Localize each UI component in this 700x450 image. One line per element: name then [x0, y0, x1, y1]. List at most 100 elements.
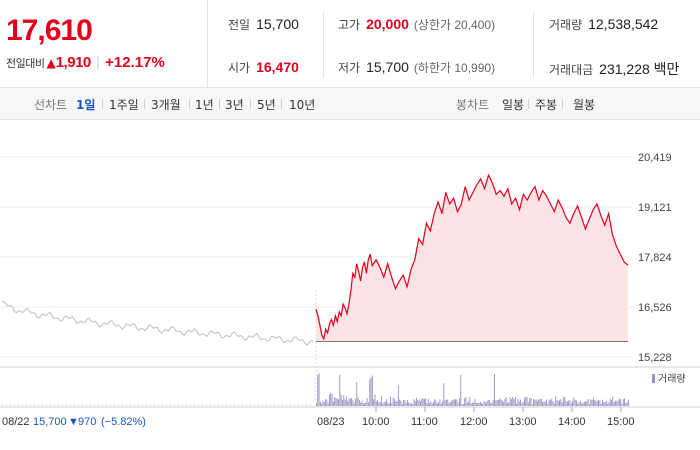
volume-bar	[439, 399, 441, 406]
volume-bar	[569, 400, 571, 406]
volume-bar	[26, 404, 27, 406]
lower-limit: (하한가 10,990)	[413, 61, 496, 75]
volume-bar	[500, 399, 502, 406]
volume-bar	[358, 400, 360, 406]
volume-bar	[318, 373, 320, 406]
volume-bar	[482, 403, 484, 406]
volume-bar	[475, 403, 477, 406]
period-10y[interactable]: 10년	[289, 98, 316, 112]
intraday-price-chart[interactable]: 20,419 19,121 17,824 16,526 15,228 10:00 11:0…	[0, 120, 700, 450]
volume-bar	[338, 399, 339, 406]
period-1w[interactable]: 1주일	[109, 98, 139, 112]
volume-bar	[557, 400, 559, 406]
volume-bar	[361, 400, 363, 406]
change-divider: |	[95, 55, 101, 70]
volume-bar	[246, 404, 247, 406]
volume-bar	[498, 400, 499, 406]
today-series	[315, 173, 629, 343]
volume-bar	[322, 401, 324, 406]
volume-bar	[507, 402, 508, 406]
volume-bar	[379, 401, 381, 406]
volume-bar	[399, 399, 401, 406]
volume-bar	[340, 394, 342, 406]
volume-bar	[396, 401, 398, 406]
volume-bar	[514, 397, 516, 406]
volume-bar	[577, 403, 579, 406]
period-1d[interactable]: 1일	[76, 98, 96, 112]
volume-bar	[400, 400, 402, 406]
stat-value: 20,000	[366, 16, 409, 32]
price-tick-label: 16,526	[638, 302, 672, 314]
divider	[219, 99, 220, 109]
volume-bar	[436, 403, 438, 406]
stat-value: 16,470	[256, 59, 299, 75]
volume-legend: 거래량	[658, 373, 686, 385]
up-arrow-icon: ▲	[46, 55, 56, 70]
volume-bar	[392, 397, 394, 406]
volume-bar	[429, 403, 430, 406]
volume-bar	[513, 398, 515, 406]
period-3y[interactable]: 3년	[225, 98, 244, 112]
volume-bar	[548, 399, 550, 406]
volume-bar	[401, 403, 403, 406]
time-tick-label: 15:00	[607, 416, 635, 428]
volume-bar	[453, 399, 455, 406]
volume-bar	[343, 395, 345, 406]
volume-bar	[533, 399, 534, 406]
volume-bar	[452, 399, 454, 406]
time-tick-label: 14:00	[558, 416, 586, 428]
volume-bar	[563, 396, 564, 406]
volume-bar	[86, 404, 87, 406]
candle-daily[interactable]: 일봉	[502, 98, 525, 112]
volume-bar	[491, 402, 493, 406]
volume-bar	[362, 403, 364, 406]
today-price-line	[315, 173, 629, 341]
candle-weekly[interactable]: 주봉	[535, 98, 558, 112]
volume-bar	[461, 404, 463, 406]
down-arrow-icon: ▼	[68, 416, 79, 428]
volume-bar	[628, 399, 629, 406]
volume-bar	[591, 400, 593, 406]
volume-bar	[568, 400, 570, 406]
volume-bar	[466, 402, 468, 406]
volume-bar	[585, 401, 586, 406]
volume-bar	[535, 399, 537, 406]
volume-bar	[218, 404, 219, 406]
volume-bar	[404, 399, 406, 406]
volume-bar	[351, 398, 352, 406]
volume-bar	[494, 373, 495, 406]
volume-bar	[14, 404, 15, 406]
volume-bar	[286, 404, 287, 406]
volume-bar	[413, 399, 415, 406]
volume-bar	[306, 404, 307, 406]
volume-bar	[599, 400, 601, 406]
period-3m[interactable]: 3개월	[151, 98, 181, 112]
volume-bar	[496, 399, 498, 406]
volume-bar	[446, 399, 447, 406]
volume-bar	[355, 398, 356, 406]
volume-bar	[90, 404, 91, 406]
prev-day-rate: (−5.82%)	[101, 416, 146, 428]
volume-bar	[360, 402, 362, 406]
time-tick-label: 13:00	[509, 416, 537, 428]
volume-bar	[345, 396, 347, 406]
volume-bar	[517, 398, 519, 406]
volume-bar	[492, 400, 494, 406]
change-row: 전일대비 ▲ 1,910 | +12.17%	[6, 54, 165, 71]
volume-bar	[162, 404, 163, 406]
volume-bar	[170, 404, 171, 406]
candle-monthly[interactable]: 월봉	[573, 98, 596, 112]
volume-bar	[594, 399, 596, 406]
period-1y[interactable]: 1년	[195, 98, 214, 112]
period-5y[interactable]: 5년	[257, 98, 276, 112]
volume-bar	[481, 402, 482, 406]
volume-bar	[579, 401, 581, 406]
volume-bar	[254, 404, 255, 406]
volume-bar	[598, 399, 599, 406]
prev-day-change: 970	[78, 416, 96, 428]
divider	[250, 99, 251, 109]
volume-bar	[422, 398, 424, 406]
volume-bar	[551, 398, 553, 406]
volume-bar	[559, 399, 560, 406]
divider	[562, 99, 563, 109]
